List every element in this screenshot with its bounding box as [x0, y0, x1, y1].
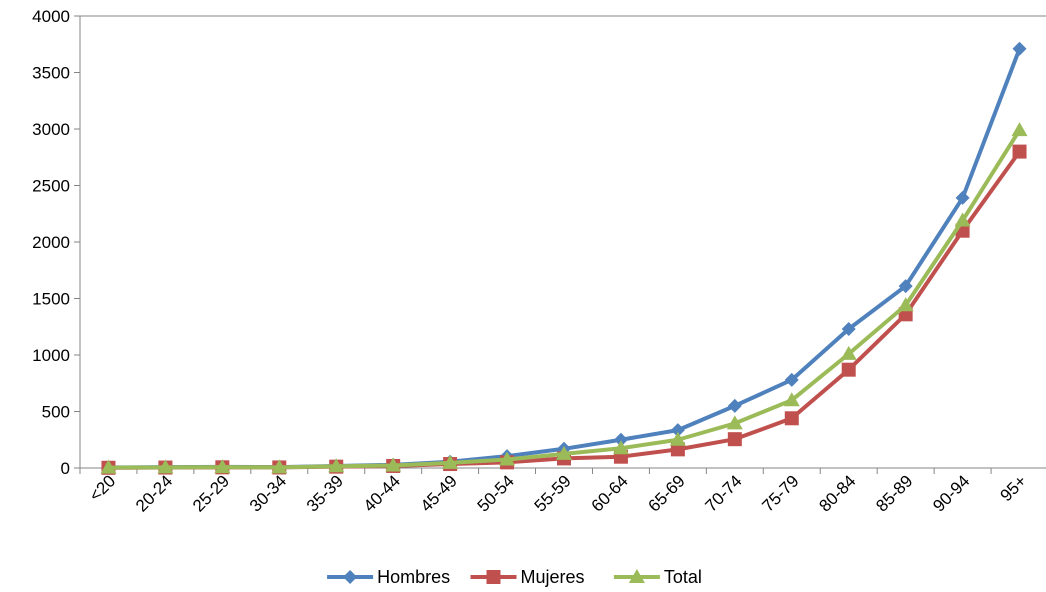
x-tick-label: 20-24 — [132, 471, 176, 515]
y-tick-label: 2500 — [32, 177, 70, 196]
legend-label: Hombres — [377, 567, 450, 587]
x-axis-ticks: <20 20-24 25-29 30-34 35-39 40-44 45-49 50-54 55… — [79, 468, 1031, 516]
data-point — [328, 458, 345, 473]
data-point — [840, 345, 857, 360]
data-point — [670, 423, 685, 438]
data-point — [499, 451, 516, 466]
x-tick-label: 90-94 — [929, 471, 973, 515]
plot-area-border — [79, 15, 1046, 469]
legend-item-total: Total — [613, 567, 702, 587]
series-line — [108, 150, 1022, 470]
chart-series — [100, 41, 1028, 475]
data-point — [214, 459, 231, 474]
x-tick-label: 45-49 — [417, 471, 461, 515]
y-tick-label: 3500 — [32, 64, 70, 83]
data-point — [955, 190, 970, 205]
series-total — [100, 122, 1028, 474]
data-point — [669, 431, 686, 446]
x-tick-label: 35-39 — [303, 471, 347, 515]
legend-label: Mujeres — [521, 567, 585, 587]
data-point — [612, 440, 629, 455]
x-tick-label: 75-79 — [758, 471, 802, 515]
x-tick-label: 60-64 — [588, 471, 632, 515]
data-point — [784, 411, 799, 426]
data-point — [385, 457, 402, 472]
legend-item-hombres: Hombres — [327, 567, 450, 587]
series-line — [108, 129, 1022, 470]
data-point — [442, 454, 459, 469]
data-point — [613, 432, 628, 447]
y-tick-label: 1000 — [32, 346, 70, 365]
y-tick-label: 0 — [61, 459, 70, 478]
x-tick-label: 40-44 — [360, 471, 404, 515]
data-point — [1012, 41, 1027, 56]
data-point — [726, 415, 743, 430]
series-mujeres — [101, 144, 1027, 475]
data-point — [1012, 144, 1027, 159]
data-point — [100, 459, 117, 474]
data-point — [157, 459, 174, 474]
x-tick-label: 50-54 — [474, 471, 518, 515]
y-tick-label: 500 — [42, 403, 70, 422]
x-tick-label: 65-69 — [645, 471, 689, 515]
x-tick-label: 25-29 — [189, 471, 233, 515]
y-tick-label: 4000 — [32, 7, 70, 26]
chart-legend: Hombres Mujeres Total — [327, 567, 702, 587]
y-tick-label: 1500 — [32, 290, 70, 309]
y-tick-label: 2000 — [32, 233, 70, 252]
data-point — [783, 392, 800, 407]
data-point — [727, 432, 742, 447]
data-point — [784, 372, 799, 387]
data-point — [556, 445, 572, 460]
data-point — [1011, 122, 1028, 137]
x-tick-label: 70-74 — [701, 471, 745, 515]
data-point — [841, 322, 856, 337]
x-tick-label: 55-59 — [531, 471, 575, 515]
series-hombres — [101, 41, 1027, 475]
legend-marker — [486, 570, 501, 584]
data-point — [897, 297, 914, 312]
data-point — [954, 212, 971, 227]
data-point — [271, 459, 288, 474]
x-tick-label: <20 — [85, 471, 119, 505]
data-point — [670, 442, 685, 457]
y-axis-ticks: 0 500 1000 1500 2000 2500 3000 3500 4000 — [32, 7, 80, 478]
chart-axes — [79, 15, 1046, 469]
data-point — [898, 279, 913, 294]
x-tick-label: 30-34 — [246, 471, 290, 515]
legend-marker — [628, 569, 645, 583]
x-tick-label: 80-84 — [815, 471, 859, 515]
x-tick-label: 95+ — [997, 471, 1031, 505]
legend-label: Total — [664, 567, 702, 587]
y-tick-label: 3000 — [32, 120, 70, 139]
x-tick-label: 85-89 — [872, 471, 916, 515]
data-point — [727, 398, 742, 413]
series-line — [108, 48, 1022, 470]
legend-item-mujeres: Mujeres — [470, 567, 585, 587]
legend-marker — [343, 570, 358, 584]
data-point — [841, 362, 856, 377]
